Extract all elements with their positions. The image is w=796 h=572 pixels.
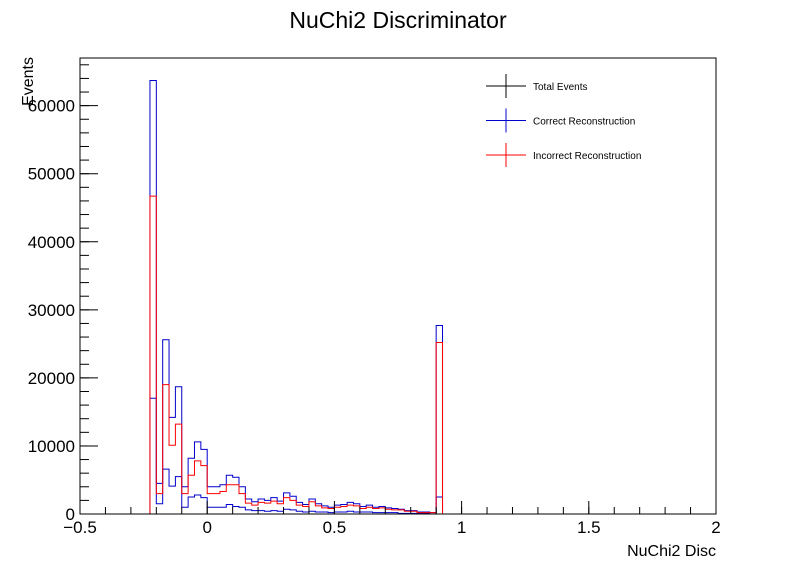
plot-frame <box>79 57 717 515</box>
series-incorrect-reconstruction <box>80 195 716 515</box>
y-tick-label: 50000 <box>28 165 75 184</box>
x-axis-ticks: −0.5 0 0.5 1 1.5 2 <box>63 501 721 537</box>
x-tick-label: 1 <box>457 518 466 537</box>
x-tick-label: 1.5 <box>577 518 601 537</box>
y-tick-label: 0 <box>66 505 75 524</box>
y-axis-title: Events <box>20 57 37 106</box>
histogram-outline <box>80 195 716 515</box>
histogram-outline <box>80 79 716 515</box>
legend: Total Events Correct Reconstruction Incorr… <box>486 74 641 167</box>
legend-entry: Incorrect Reconstruction <box>486 143 641 167</box>
y-tick-label: 10000 <box>28 437 75 456</box>
y-tick-label: 30000 <box>28 301 75 320</box>
x-tick-label: 2 <box>711 518 720 537</box>
legend-label: Incorrect Reconstruction <box>533 151 641 162</box>
y-tick-label: 20000 <box>28 369 75 388</box>
x-tick-label: −0.5 <box>63 518 97 537</box>
x-tick-label: 0 <box>202 518 211 537</box>
chart-title: NuChi2 Discriminator <box>289 7 507 33</box>
series-total-events <box>80 79 716 515</box>
legend-label: Correct Reconstruction <box>533 117 635 128</box>
legend-entry: Correct Reconstruction <box>486 108 635 133</box>
legend-label: Total Events <box>533 82 587 93</box>
legend-entry: Total Events <box>486 74 587 98</box>
y-tick-label: 40000 <box>28 233 75 252</box>
x-axis-title: NuChi2 Disc <box>627 543 716 560</box>
x-tick-label: 0.5 <box>323 518 347 537</box>
y-axis-ticks: 0 10000 20000 30000 40000 50000 60000 <box>28 64 98 524</box>
y-tick-label: 60000 <box>28 97 75 116</box>
